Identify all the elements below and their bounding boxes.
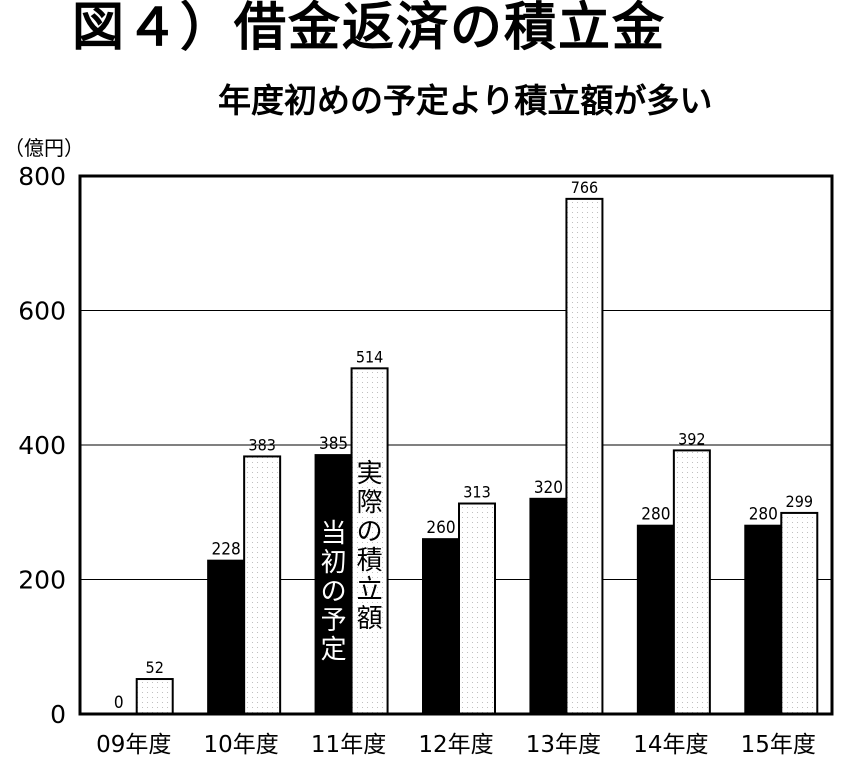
planned-value-label: 280 — [641, 505, 670, 525]
chart-title: 図４）借金返済の積立金 — [72, 0, 667, 58]
planned-value-label: 385 — [319, 434, 348, 454]
legend-actual-label-char: の — [357, 517, 383, 547]
x-tick-label: 09年度 — [96, 732, 171, 758]
planned-value-label: 228 — [212, 540, 241, 560]
legend-actual-label-char: 実 — [357, 459, 383, 489]
x-tick-label: 13年度 — [526, 732, 601, 758]
legend-planned-label-char: 予 — [321, 606, 347, 636]
actual-value-label: 313 — [463, 483, 490, 502]
y-tick-label: 400 — [18, 431, 66, 460]
chart-subtitle: 年度初めの予定より積立額が多い — [218, 81, 713, 120]
planned-value-label: 260 — [426, 518, 455, 538]
planned-bar — [529, 497, 568, 715]
legend-actual-label-char: 際 — [357, 488, 383, 518]
legend-planned-label-char: 当 — [321, 519, 347, 549]
y-tick-label: 0 — [50, 700, 66, 729]
planned-bar — [207, 559, 246, 715]
y-tick-label: 600 — [18, 297, 66, 326]
plot-frame — [78, 174, 834, 716]
planned-bar — [314, 454, 353, 715]
x-tick-label: 14年度 — [633, 732, 708, 758]
actual-bar — [135, 678, 174, 716]
planned-value-label: 0 — [114, 693, 124, 713]
actual-bar — [350, 367, 389, 715]
actual-bar — [780, 511, 819, 715]
actual-bar — [243, 455, 282, 715]
y-axis-unit: （億円） — [4, 136, 84, 160]
x-tick-label: 10年度 — [204, 732, 279, 758]
planned-bar — [744, 524, 783, 716]
actual-value-label: 514 — [356, 347, 383, 366]
actual-bar — [458, 502, 496, 715]
planned-value-label: 280 — [749, 505, 778, 525]
actual-value-label: 766 — [571, 178, 598, 197]
y-tick-label: 800 — [18, 162, 66, 191]
planned-value-label: 320 — [534, 478, 563, 498]
x-tick-label: 15年度 — [741, 732, 816, 758]
legend-planned-label-char: 初 — [321, 548, 347, 578]
x-tick-label: 12年度 — [418, 732, 493, 758]
legend-actual-label-char: 積 — [357, 546, 383, 576]
legend-planned-label-char: の — [321, 577, 347, 607]
actual-value-label: 383 — [248, 435, 275, 454]
actual-value-label: 392 — [678, 429, 705, 448]
legend-actual-label-char: 立 — [357, 575, 383, 605]
actual-bar — [672, 449, 711, 715]
actual-value-label: 52 — [146, 658, 164, 677]
planned-bar — [636, 524, 675, 716]
actual-value-label: 299 — [786, 492, 813, 511]
legend-actual-label-char: 額 — [357, 604, 383, 634]
planned-bar — [422, 538, 460, 716]
x-tick-label: 11年度 — [311, 732, 386, 758]
y-tick-label: 200 — [18, 566, 66, 595]
legend-planned-label-char: 定 — [321, 635, 347, 665]
actual-bar — [565, 197, 604, 716]
